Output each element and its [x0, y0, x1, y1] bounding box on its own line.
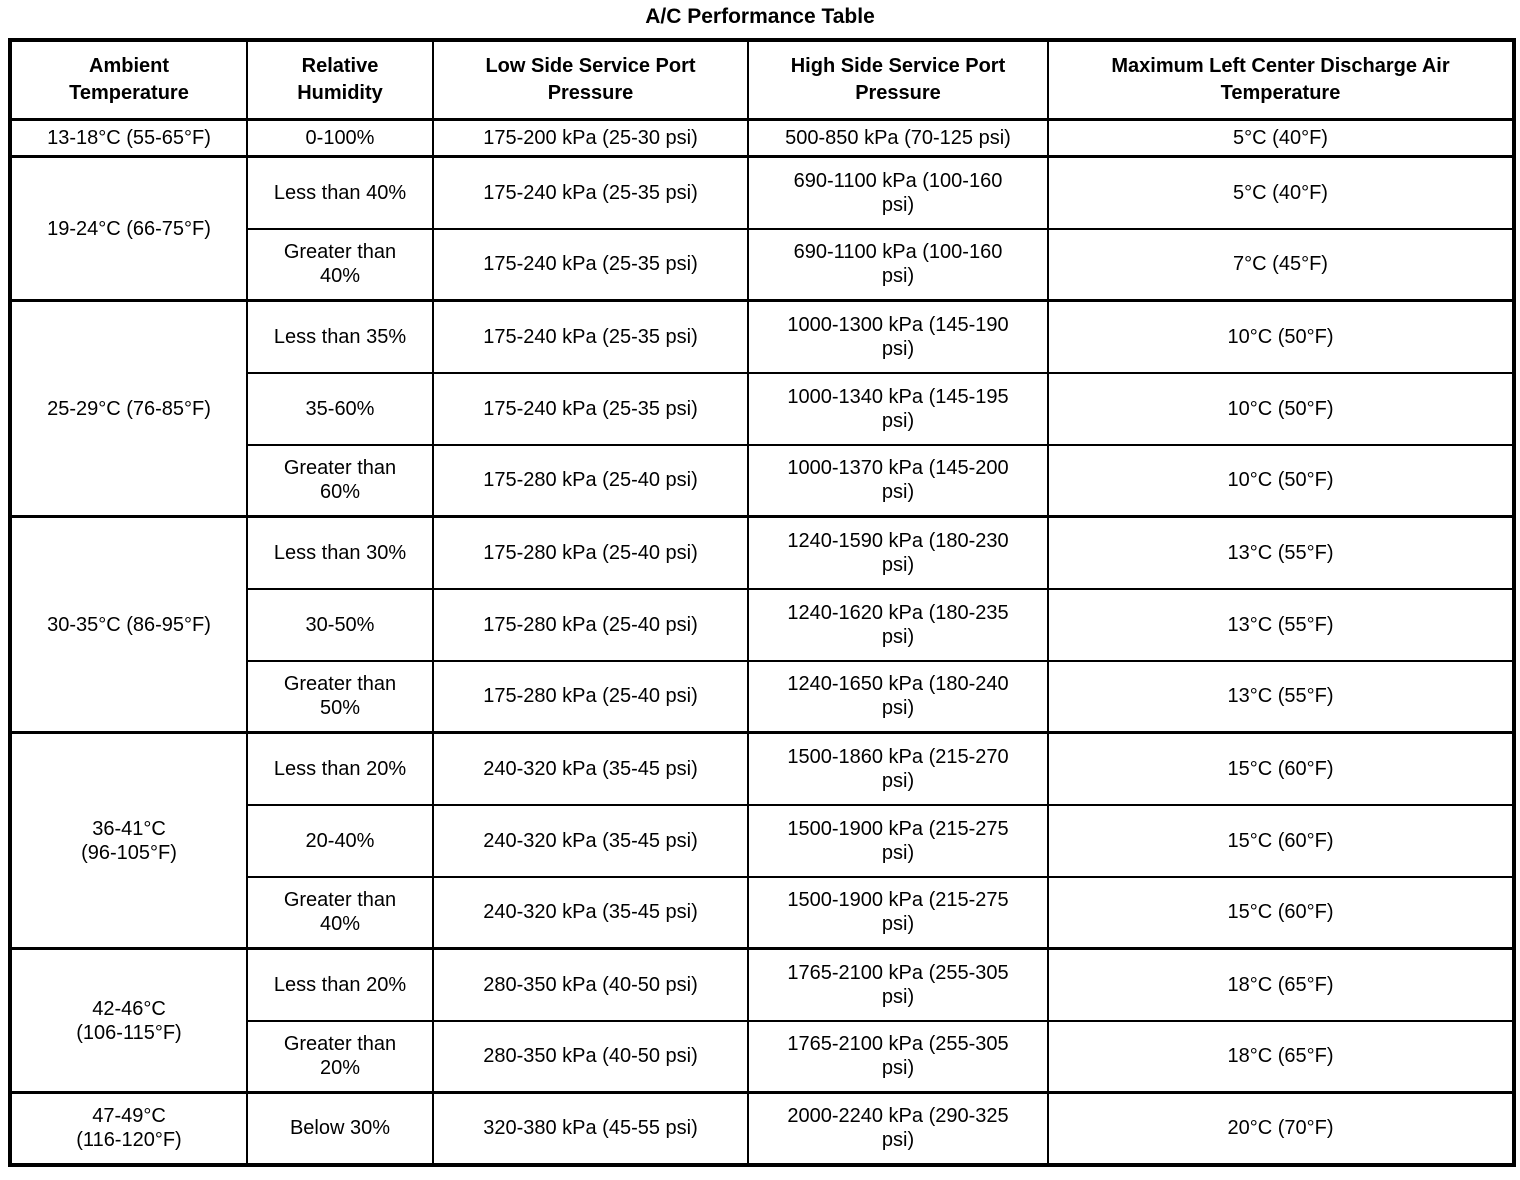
cell-low-side-pressure: 175-200 kPa (25-30 psi)	[432, 118, 749, 158]
cell-low-side-pressure: 320-380 kPa (45-55 psi)	[432, 1091, 749, 1166]
table-row: 36-41°C (96-105°F) Less than 20% 240-320 k…	[9, 731, 1515, 950]
cell-discharge-temperature: 13°C (55°F)	[1047, 659, 1515, 734]
column-header-ambient-temperature: Ambient Temperature	[9, 39, 248, 121]
cell-high-side-pressure: 1500-1860 kPa (215-270 psi)	[747, 731, 1049, 806]
cell-discharge-temperature: 10°C (50°F)	[1047, 371, 1515, 446]
cell-high-side-pressure: 1000-1370 kPa (145-200 psi)	[747, 443, 1049, 518]
table-row: 19-24°C (66-75°F) Less than 40% 175-240 kP…	[9, 155, 1515, 302]
cell-low-side-pressure: 240-320 kPa (35-45 psi)	[432, 731, 749, 806]
cell-high-side-pressure: 1500-1900 kPa (215-275 psi)	[747, 803, 1049, 878]
cell-high-side-pressure: 1240-1620 kPa (180-235 psi)	[747, 587, 1049, 662]
cell-ambient-temperature: 30-35°C (86-95°F)	[9, 515, 248, 734]
table-row: 35-60% 175-240 kPa (25-35 psi) 1000-1340 k…	[10, 371, 1515, 446]
cell-discharge-temperature: 10°C (50°F)	[1047, 299, 1515, 374]
cell-ambient-temperature: 47-49°C (116-120°F)	[9, 1091, 248, 1166]
cell-ambient-temperature: 13-18°C (55-65°F)	[9, 118, 248, 158]
cell-relative-humidity: Less than 35%	[246, 299, 434, 374]
cell-high-side-pressure: 2000-2240 kPa (290-325 psi)	[747, 1091, 1049, 1166]
cell-low-side-pressure: 175-240 kPa (25-35 psi)	[432, 227, 749, 302]
column-header-discharge-temperature: Maximum Left Center Discharge Air Temper…	[1047, 39, 1515, 121]
cell-low-side-pressure: 175-240 kPa (25-35 psi)	[432, 155, 749, 230]
cell-low-side-pressure: 240-320 kPa (35-45 psi)	[432, 803, 749, 878]
cell-low-side-pressure: 175-280 kPa (25-40 psi)	[432, 515, 749, 590]
cell-low-side-pressure: 240-320 kPa (35-45 psi)	[432, 875, 749, 950]
cell-relative-humidity: Greater than 50%	[246, 659, 434, 734]
cell-relative-humidity: Greater than 40%	[246, 875, 434, 950]
cell-high-side-pressure: 1000-1340 kPa (145-195 psi)	[747, 371, 1049, 446]
table-row: Greater than 60% 175-280 kPa (25-40 psi) 1…	[10, 443, 1515, 518]
column-header-relative-humidity: Relative Humidity	[246, 39, 434, 121]
cell-low-side-pressure: 280-350 kPa (40-50 psi)	[432, 947, 749, 1022]
cell-discharge-temperature: 13°C (55°F)	[1047, 587, 1515, 662]
cell-low-side-pressure: 280-350 kPa (40-50 psi)	[432, 1019, 749, 1094]
cell-discharge-temperature: 15°C (60°F)	[1047, 731, 1515, 806]
cell-relative-humidity: Less than 20%	[246, 947, 434, 1022]
table-body: 13-18°C (55-65°F) 0-100% 175-200 kPa (25-3…	[9, 118, 1515, 1166]
cell-discharge-temperature: 18°C (65°F)	[1047, 947, 1515, 1022]
cell-relative-humidity: Greater than 60%	[246, 443, 434, 518]
cell-discharge-temperature: 15°C (60°F)	[1047, 803, 1515, 878]
cell-relative-humidity: Less than 20%	[246, 731, 434, 806]
table-row: 30-35°C (86-95°F) Less than 30% 175-280 kP…	[9, 515, 1515, 734]
table-row: Greater than 40% 240-320 kPa (35-45 psi) 1…	[10, 875, 1515, 950]
cell-relative-humidity: 30-50%	[246, 587, 434, 662]
cell-discharge-temperature: 5°C (40°F)	[1047, 118, 1515, 158]
table-row: 25-29°C (76-85°F) Less than 35% 175-240 kP…	[9, 299, 1515, 518]
cell-discharge-temperature: 15°C (60°F)	[1047, 875, 1515, 950]
table-row: 20-40% 240-320 kPa (35-45 psi) 1500-1900 k…	[10, 803, 1515, 878]
cell-discharge-temperature: 13°C (55°F)	[1047, 515, 1515, 590]
table-row: 13-18°C (55-65°F) 0-100% 175-200 kPa (25-3…	[9, 118, 1515, 158]
cell-discharge-temperature: 7°C (45°F)	[1047, 227, 1515, 302]
cell-low-side-pressure: 175-280 kPa (25-40 psi)	[432, 587, 749, 662]
cell-discharge-temperature: 20°C (70°F)	[1047, 1091, 1515, 1166]
cell-high-side-pressure: 1765-2100 kPa (255-305 psi)	[747, 1019, 1049, 1094]
cell-high-side-pressure: 1000-1300 kPa (145-190 psi)	[747, 299, 1049, 374]
cell-low-side-pressure: 175-240 kPa (25-35 psi)	[432, 299, 749, 374]
cell-high-side-pressure: 690-1100 kPa (100-160 psi)	[747, 227, 1049, 302]
table-row: Greater than 40% 175-240 kPa (25-35 psi) 6…	[10, 227, 1515, 302]
cell-relative-humidity: 20-40%	[246, 803, 434, 878]
table-row: 47-49°C (116-120°F) Below 30% 320-380 kPa …	[9, 1091, 1515, 1166]
cell-ambient-temperature: 36-41°C (96-105°F)	[9, 731, 248, 950]
cell-low-side-pressure: 175-280 kPa (25-40 psi)	[432, 659, 749, 734]
cell-ambient-temperature: 19-24°C (66-75°F)	[9, 155, 248, 302]
table-header-row: Ambient Temperature Relative Humidity Low …	[9, 39, 1515, 121]
column-header-low-side-pressure: Low Side Service Port Pressure	[432, 39, 749, 121]
cell-discharge-temperature: 5°C (40°F)	[1047, 155, 1515, 230]
cell-relative-humidity: Less than 40%	[246, 155, 434, 230]
cell-high-side-pressure: 690-1100 kPa (100-160 psi)	[747, 155, 1049, 230]
cell-relative-humidity: Less than 30%	[246, 515, 434, 590]
table-row: Greater than 50% 175-280 kPa (25-40 psi) 1…	[10, 659, 1515, 734]
cell-relative-humidity: 0-100%	[246, 118, 434, 158]
cell-discharge-temperature: 18°C (65°F)	[1047, 1019, 1515, 1094]
cell-high-side-pressure: 1765-2100 kPa (255-305 psi)	[747, 947, 1049, 1022]
cell-ambient-temperature: 25-29°C (76-85°F)	[9, 299, 248, 518]
table-row: Greater than 20% 280-350 kPa (40-50 psi) 1…	[10, 1019, 1515, 1094]
cell-high-side-pressure: 1240-1650 kPa (180-240 psi)	[747, 659, 1049, 734]
table-row: 42-46°C (106-115°F) Less than 20% 280-350 …	[9, 947, 1515, 1094]
page-title: A/C Performance Table	[645, 5, 875, 28]
cell-ambient-temperature: 42-46°C (106-115°F)	[9, 947, 248, 1094]
cell-high-side-pressure: 1500-1900 kPa (215-275 psi)	[747, 875, 1049, 950]
ac-performance-table: Ambient Temperature Relative Humidity Low …	[8, 38, 1516, 1167]
cell-relative-humidity: 35-60%	[246, 371, 434, 446]
cell-high-side-pressure: 1240-1590 kPa (180-230 psi)	[747, 515, 1049, 590]
cell-high-side-pressure: 500-850 kPa (70-125 psi)	[747, 118, 1049, 158]
cell-discharge-temperature: 10°C (50°F)	[1047, 443, 1515, 518]
cell-relative-humidity: Below 30%	[246, 1091, 434, 1166]
cell-relative-humidity: Greater than 20%	[246, 1019, 434, 1094]
cell-low-side-pressure: 175-280 kPa (25-40 psi)	[432, 443, 749, 518]
column-header-high-side-pressure: High Side Service Port Pressure	[747, 39, 1049, 121]
cell-low-side-pressure: 175-240 kPa (25-35 psi)	[432, 371, 749, 446]
cell-relative-humidity: Greater than 40%	[246, 227, 434, 302]
table-row: 30-50% 175-280 kPa (25-40 psi) 1240-1620 k…	[10, 587, 1515, 662]
